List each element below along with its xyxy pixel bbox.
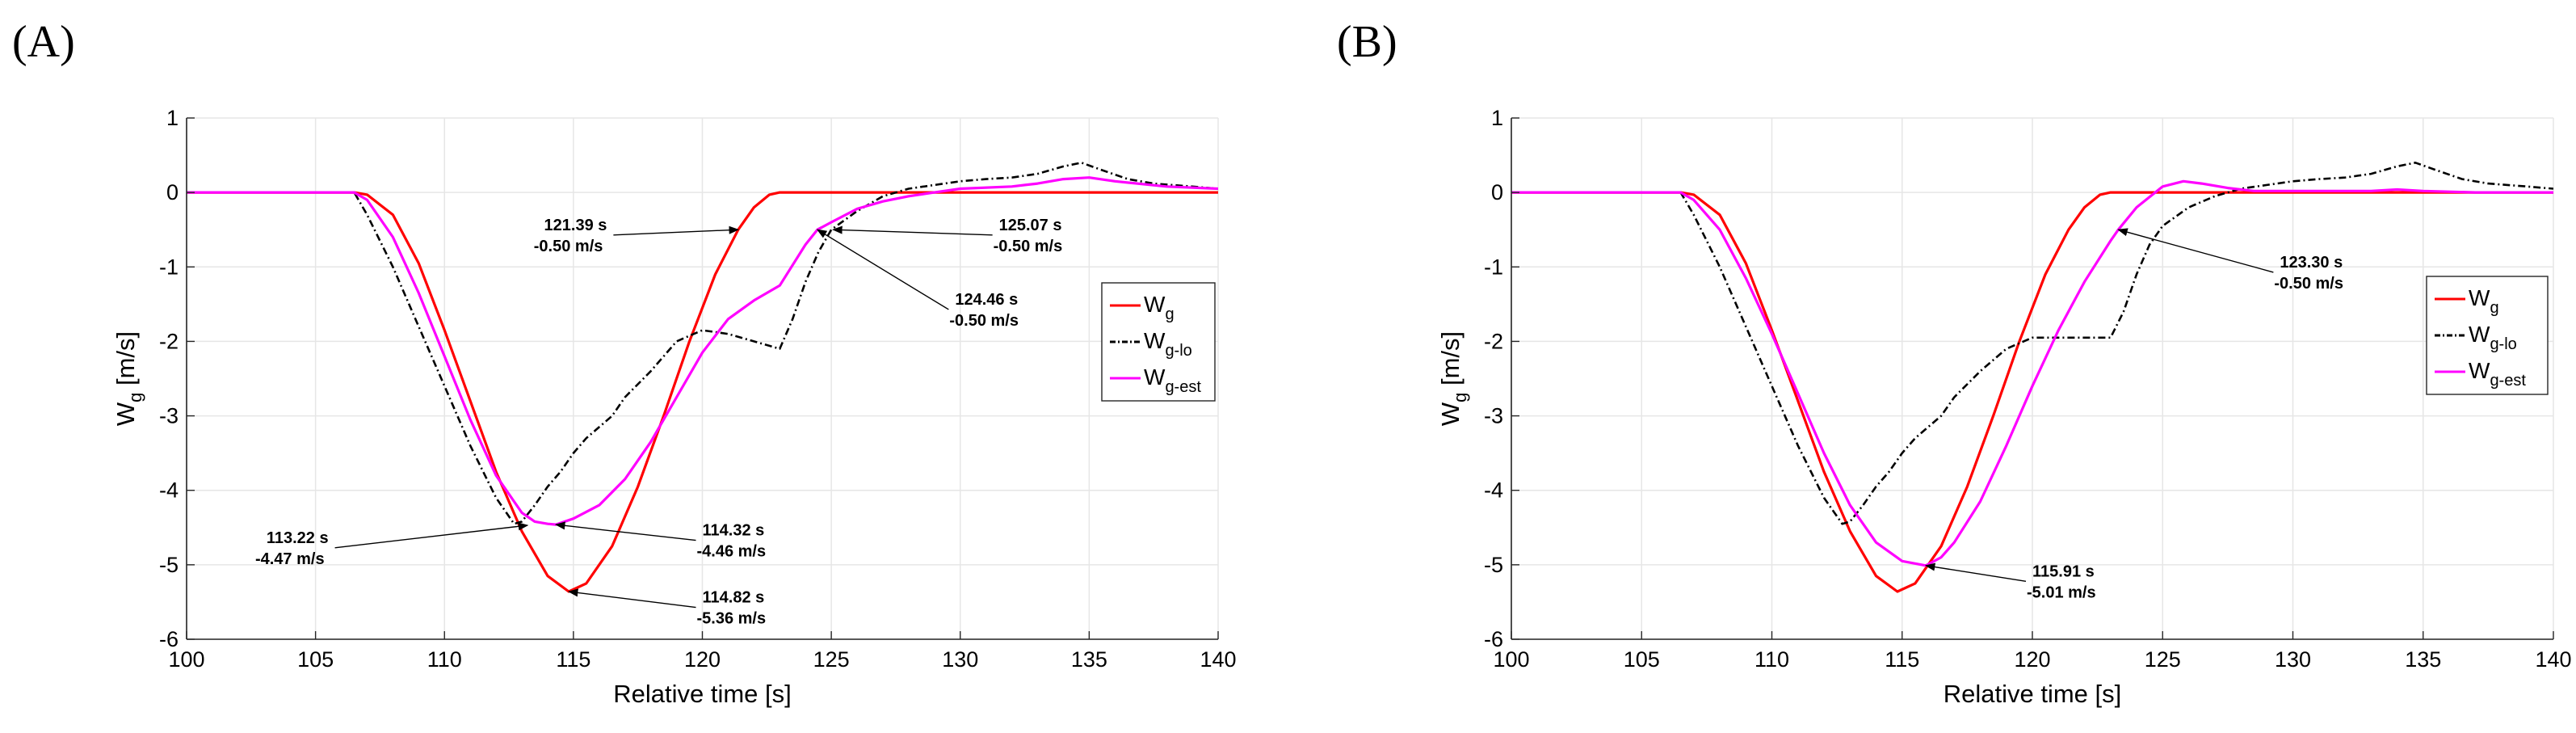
annotation-value: -0.50 m/s xyxy=(2274,275,2343,293)
series-wg-est xyxy=(1511,179,2553,567)
y-tick-label: 0 xyxy=(166,180,179,204)
y-tick-label: 1 xyxy=(166,106,179,130)
series-wg xyxy=(187,191,1218,593)
annotation-arrow xyxy=(567,588,696,609)
annotation-time: 124.46 s xyxy=(955,291,1018,309)
x-axis-label: Relative time [s] xyxy=(613,680,792,708)
x-tick-label: 115 xyxy=(1885,647,1919,672)
y-tick-label: -1 xyxy=(1484,255,1503,279)
x-tick-label: 110 xyxy=(427,647,462,672)
chart-panel-a: (A) 100 105 110 115 120 125 130 135 140 -6 -5 -4 -3 -2… xyxy=(12,17,1237,708)
annotation-time: 121.39 s xyxy=(544,217,607,234)
annotation-time: 123.30 s xyxy=(2280,254,2343,272)
x-tick-label: 120 xyxy=(684,647,721,672)
annotation-value: -5.01 m/s xyxy=(2027,583,2096,601)
annotation-value: -5.36 m/s xyxy=(697,610,767,628)
annotation-arrow xyxy=(1924,562,2027,582)
annotation-time: 125.07 s xyxy=(999,217,1062,234)
annotation-value: -0.50 m/s xyxy=(994,238,1063,255)
x-axis-label: Relative time [s] xyxy=(1944,680,2122,708)
annotation-arrow xyxy=(2117,228,2274,273)
y-tick-label: -1 xyxy=(159,255,179,279)
y-tick-label: -2 xyxy=(159,329,179,353)
y-axis-label: Wg [m/s] xyxy=(1436,331,1470,426)
x-tick-label: 135 xyxy=(2405,647,2441,672)
legend-label: Wg-est xyxy=(1144,364,1201,396)
x-tick-label: 115 xyxy=(556,647,590,672)
y-tick-label: -3 xyxy=(159,404,179,428)
annotation-arrow xyxy=(334,522,529,549)
y-tick-label: -5 xyxy=(1484,553,1503,577)
chart-panel-b: (B) 100 105 110 115 120 125 130 135 140 -6 -5 -4 -3 -2… xyxy=(1337,17,2572,708)
legend-label: Wg xyxy=(2469,285,2499,317)
series-wg xyxy=(1511,191,2553,593)
legend-label: Wg-est xyxy=(2469,358,2526,390)
series-wg-lo xyxy=(1511,162,2553,525)
x-tick-label: 105 xyxy=(297,647,334,672)
annotation-time: 114.82 s xyxy=(703,589,765,607)
x-tick-label: 140 xyxy=(2535,647,2571,672)
y-axis-label: Wg [m/s] xyxy=(111,331,145,426)
legend-label: Wg xyxy=(1144,292,1175,323)
x-tick-label: 125 xyxy=(813,647,850,672)
annotation-value: -4.47 m/s xyxy=(255,550,325,568)
legend-box xyxy=(1101,282,1216,402)
annotation-value: -0.50 m/s xyxy=(534,238,603,255)
x-tick-label: 105 xyxy=(1624,647,1660,672)
y-tick-label: -6 xyxy=(1484,627,1503,651)
annotation-value: -0.50 m/s xyxy=(949,312,1019,330)
x-tick-label: 130 xyxy=(942,647,978,672)
y-tick-label: 0 xyxy=(1491,180,1503,204)
y-tick-label: -5 xyxy=(159,553,179,577)
x-tick-label: 125 xyxy=(2145,647,2181,672)
x-tick-label: 100 xyxy=(168,647,204,672)
x-tick-label: 140 xyxy=(1200,647,1236,672)
y-tick-label: -2 xyxy=(1484,329,1503,353)
legend: Wg Wg-lo Wg-est xyxy=(1101,282,1216,402)
annotation-arrow xyxy=(832,225,993,236)
x-tick-label: 120 xyxy=(2014,647,2050,672)
x-tick-label: 110 xyxy=(1754,647,1789,672)
legend-label: Wg-lo xyxy=(2469,322,2517,353)
y-tick-label: -3 xyxy=(1484,404,1503,428)
series-wg-lo xyxy=(187,162,1218,525)
legend-label: Wg-lo xyxy=(1144,328,1192,360)
panel-label: (A) xyxy=(12,17,75,67)
x-tick-label: 135 xyxy=(1071,647,1107,672)
annotation-time: 114.32 s xyxy=(703,522,765,540)
annotation-time: 115.91 s xyxy=(2032,562,2095,580)
x-tick-label: 100 xyxy=(1493,647,1529,672)
y-tick-label: -6 xyxy=(159,627,179,651)
annotation-time: 113.22 s xyxy=(267,529,329,547)
series-wg-est xyxy=(187,176,1218,526)
annotation-arrow xyxy=(613,225,740,236)
annotation-arrow xyxy=(554,521,696,541)
legend: Wg Wg-lo Wg-est xyxy=(2426,276,2549,395)
y-tick-label: -4 xyxy=(1484,478,1503,503)
annotation-arrow xyxy=(816,229,949,310)
y-tick-label: 1 xyxy=(1491,106,1503,130)
y-tick-label: -4 xyxy=(159,478,179,503)
panel-label: (B) xyxy=(1337,17,1397,67)
annotation-value: -4.46 m/s xyxy=(697,543,767,561)
x-tick-label: 130 xyxy=(2275,647,2311,672)
